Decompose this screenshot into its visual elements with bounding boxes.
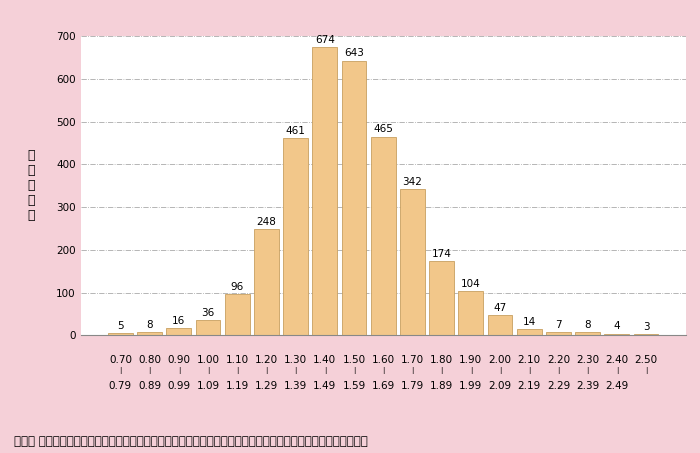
Text: 1.30: 1.30 [284, 355, 307, 365]
Bar [517, 329, 542, 335]
Text: 資料： 厉生労働省「平成１０年～平成１４年人口動態保健所・市区町村別統計の概況　人口動態統計特殊報告」: 資料： 厉生労働省「平成１０年～平成１４年人口動態保健所・市区町村別統計の概況 … [14, 435, 368, 448]
Bar [254, 229, 279, 335]
Text: 4: 4 [614, 321, 620, 332]
Text: 2.29: 2.29 [547, 381, 570, 391]
Text: 2.00: 2.00 [489, 355, 512, 365]
Text: |: | [412, 367, 414, 374]
Text: 2.49: 2.49 [606, 381, 629, 391]
Text: |: | [295, 367, 297, 374]
Bar [400, 189, 425, 335]
Text: 0.79: 0.79 [109, 381, 132, 391]
Text: 0.89: 0.89 [138, 381, 161, 391]
Bar [225, 294, 250, 335]
Text: |: | [236, 367, 239, 374]
Text: 1.59: 1.59 [342, 381, 365, 391]
Text: 2.10: 2.10 [518, 355, 541, 365]
Bar [546, 332, 571, 335]
Text: |: | [616, 367, 618, 374]
Text: 1.10: 1.10 [225, 355, 248, 365]
Text: 2.09: 2.09 [489, 381, 512, 391]
Text: 96: 96 [230, 282, 244, 292]
Text: 14: 14 [523, 317, 536, 327]
Text: 1.69: 1.69 [372, 381, 395, 391]
Bar [284, 138, 308, 335]
Bar [342, 61, 367, 335]
Text: 5: 5 [117, 321, 124, 331]
Text: |: | [528, 367, 531, 374]
Text: 2.19: 2.19 [517, 381, 541, 391]
Text: 174: 174 [432, 249, 452, 259]
Bar [488, 315, 512, 335]
Text: 1.49: 1.49 [313, 381, 337, 391]
Text: 1.70: 1.70 [401, 355, 424, 365]
Text: |: | [645, 367, 648, 374]
Text: 1.40: 1.40 [314, 355, 337, 365]
Text: 1.20: 1.20 [255, 355, 278, 365]
Text: 2.50: 2.50 [634, 355, 657, 365]
Bar [634, 334, 659, 335]
Text: |: | [178, 367, 180, 374]
Text: 2.40: 2.40 [606, 355, 629, 365]
Text: 1.19: 1.19 [225, 381, 249, 391]
Text: |: | [207, 367, 209, 374]
Text: |: | [265, 367, 267, 374]
Text: |: | [148, 367, 150, 374]
Text: 1.99: 1.99 [459, 381, 482, 391]
Text: 0.99: 0.99 [167, 381, 190, 391]
Text: 1.39: 1.39 [284, 381, 307, 391]
Text: 1.50: 1.50 [342, 355, 365, 365]
Bar [605, 333, 629, 335]
Text: 1.80: 1.80 [430, 355, 453, 365]
Text: 2.30: 2.30 [576, 355, 599, 365]
Text: 1.29: 1.29 [255, 381, 278, 391]
Text: |: | [499, 367, 501, 374]
Bar [195, 320, 220, 335]
Text: 342: 342 [402, 177, 422, 187]
Text: |: | [119, 367, 122, 374]
Text: 674: 674 [315, 35, 335, 45]
Text: 2.20: 2.20 [547, 355, 570, 365]
Text: 2.39: 2.39 [576, 381, 599, 391]
Text: 1.89: 1.89 [430, 381, 454, 391]
Text: |: | [382, 367, 384, 374]
Bar [108, 333, 133, 335]
Text: 643: 643 [344, 48, 364, 58]
Bar [575, 332, 600, 335]
Text: 0.90: 0.90 [167, 355, 190, 365]
Text: 1.90: 1.90 [459, 355, 482, 365]
Text: 104: 104 [461, 279, 481, 289]
Text: 8: 8 [584, 320, 591, 330]
Text: |: | [440, 367, 443, 374]
Text: 7: 7 [555, 320, 562, 330]
Text: |: | [323, 367, 326, 374]
Bar [429, 261, 454, 335]
Text: 16: 16 [172, 316, 186, 326]
Bar [312, 48, 337, 335]
Text: 36: 36 [202, 308, 215, 318]
Text: |: | [587, 367, 589, 374]
Text: |: | [557, 367, 559, 374]
Text: 1.09: 1.09 [197, 381, 220, 391]
Bar [371, 137, 395, 335]
Y-axis label: 市
区
町
村
数: 市 区 町 村 数 [27, 149, 35, 222]
Bar [458, 291, 483, 335]
Text: 248: 248 [256, 217, 276, 227]
Text: 0.80: 0.80 [138, 355, 161, 365]
Text: |: | [470, 367, 472, 374]
Text: 1.79: 1.79 [401, 381, 424, 391]
Bar [137, 332, 162, 335]
Text: 461: 461 [286, 126, 306, 136]
Text: 3: 3 [643, 322, 650, 332]
Text: 1.60: 1.60 [372, 355, 395, 365]
Bar [167, 328, 191, 335]
Text: 1.00: 1.00 [197, 355, 220, 365]
Text: 0.70: 0.70 [109, 355, 132, 365]
Text: 8: 8 [146, 320, 153, 330]
Text: 47: 47 [494, 303, 507, 313]
Text: 465: 465 [373, 125, 393, 135]
Text: |: | [353, 367, 355, 374]
